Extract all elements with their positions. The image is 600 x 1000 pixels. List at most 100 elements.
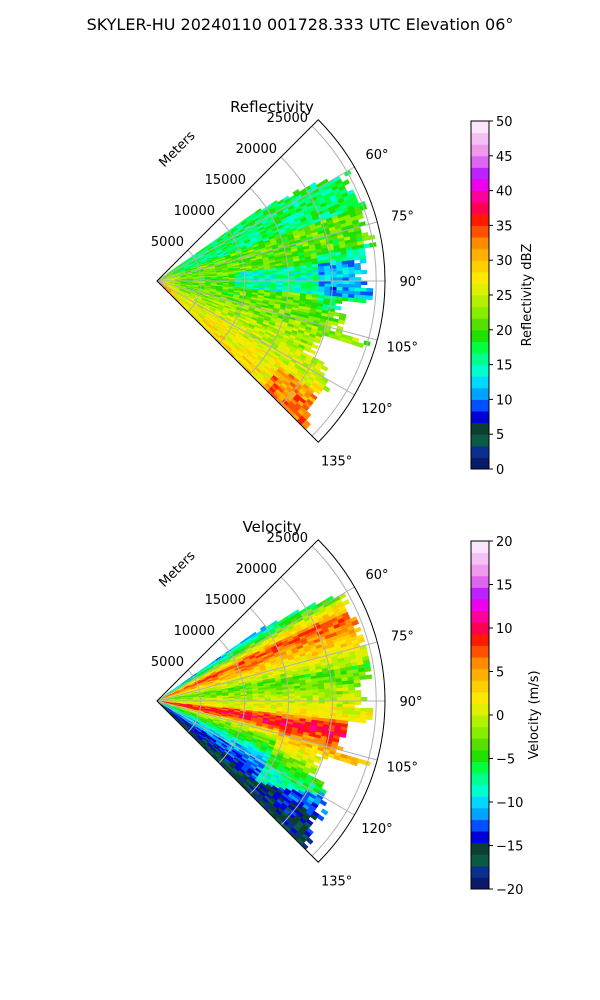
colorbar-swatch xyxy=(471,341,489,354)
colorbar-swatch xyxy=(471,202,489,215)
colorbar-swatch xyxy=(471,434,489,447)
range-tick-label: 15000 xyxy=(205,173,246,188)
radar-gate-cell xyxy=(334,305,342,311)
range-tick-label: 5000 xyxy=(151,235,184,250)
radar-gate-cell xyxy=(319,799,328,807)
radar-gate-cell xyxy=(313,338,321,344)
radar-gate-cell xyxy=(347,717,355,723)
radar-gate-cell xyxy=(336,274,344,279)
radar-gate-cell xyxy=(312,275,320,279)
radar-gate-cell xyxy=(353,682,361,688)
radar-gate-cell xyxy=(365,715,373,721)
range-tick-label: 25000 xyxy=(267,111,308,126)
radar-gate-cell xyxy=(318,694,326,699)
colorbar-swatch xyxy=(471,283,489,296)
radar-gate-cell xyxy=(360,697,368,702)
colorbar-swatch xyxy=(471,353,489,366)
radar-gate-cell xyxy=(342,273,350,279)
radar-gate-cell xyxy=(353,717,361,723)
radar-gate-cell xyxy=(348,700,356,705)
colorbar-swatch xyxy=(471,306,489,319)
radar-gate-cell xyxy=(336,283,344,288)
radar-gate-cell xyxy=(354,277,362,282)
radar-gate-cell xyxy=(308,348,317,355)
colorbar-swatch xyxy=(471,190,489,203)
radar-gate-cell xyxy=(348,284,356,289)
radar-gate-cell xyxy=(335,299,343,305)
radar-gate-cell xyxy=(312,695,320,699)
radar-gate-cell xyxy=(318,274,326,279)
colorbar-tick-label: 10 xyxy=(496,393,513,408)
radar-gate-cell xyxy=(333,311,341,317)
radar-gate-cell xyxy=(347,297,355,303)
radar-gate-cell xyxy=(342,703,350,709)
radar-gate-cell xyxy=(359,718,367,724)
colorbar-tick-label: 0 xyxy=(496,463,504,478)
radar-gate-cell xyxy=(348,693,356,698)
radar-gate-cell xyxy=(359,298,367,304)
radar-gate-cell xyxy=(342,700,350,705)
radar-gate-cell xyxy=(365,295,373,301)
colorbar-swatch xyxy=(471,179,489,192)
radar-gate-cell xyxy=(336,703,344,708)
radar-gate-cell xyxy=(342,277,350,282)
radar-gate-cell xyxy=(336,270,344,276)
radar-gate-cell xyxy=(324,691,332,696)
radar-gate-cell xyxy=(364,666,372,673)
colorbar-swatch xyxy=(471,318,489,331)
colorbar-swatch xyxy=(471,167,489,180)
radar-gate-cell xyxy=(353,255,361,261)
radar-gate-cell xyxy=(342,599,350,607)
radar-gate-cell xyxy=(337,319,346,325)
azimuth-tick-label: 90° xyxy=(399,275,422,290)
colorbar-swatch xyxy=(471,422,489,435)
colorbar-tick-label: 30 xyxy=(496,254,513,269)
colorbar-tick-label: 40 xyxy=(496,185,513,200)
azimuth-tick-label: 75° xyxy=(391,209,414,224)
radar-gate-cell xyxy=(336,694,344,699)
radar-gate-cell xyxy=(342,690,350,695)
radar-gate-cell xyxy=(356,342,364,349)
radar-gate-cell xyxy=(359,675,367,681)
colorbar-swatch xyxy=(471,155,489,168)
colorbar-swatch xyxy=(471,144,489,157)
radar-gate-cell xyxy=(348,277,356,282)
radar-gate-cell xyxy=(354,693,362,698)
radar-gate-cell xyxy=(324,271,332,276)
radar-gate-cell xyxy=(365,674,373,680)
radar-gate-cell xyxy=(354,697,362,702)
colorbar-swatch xyxy=(471,376,489,389)
colorbar-swatch xyxy=(471,260,489,273)
radar-gate-cell xyxy=(339,732,347,738)
radar-gate-cell xyxy=(342,280,350,285)
radar-gate-cell xyxy=(360,707,368,713)
colorbar-swatch xyxy=(471,445,489,458)
radar-gate-cell xyxy=(294,275,302,279)
azimuth-tick-label: 60° xyxy=(365,148,388,163)
reflectivity-radial-label: Meters xyxy=(157,128,199,170)
radar-gate-cell xyxy=(348,270,356,275)
colorbar-swatch xyxy=(471,248,489,261)
radar-gate-cell xyxy=(354,284,362,289)
radar-gate-cell xyxy=(342,283,350,289)
colorbar-swatch xyxy=(471,213,489,226)
radar-gate-cell xyxy=(359,258,367,264)
radar-gate-cell xyxy=(348,690,356,695)
radar-gate-cell xyxy=(354,280,362,285)
range-tick-label: 20000 xyxy=(236,142,277,157)
radar-gate-cell xyxy=(348,697,356,702)
colorbar-tick-label: 45 xyxy=(496,150,513,165)
radar-gate-cell xyxy=(348,273,356,278)
radar-gate-cell xyxy=(360,280,368,285)
radar-gate-cell xyxy=(353,626,362,634)
radar-gate-cell xyxy=(366,288,374,293)
azimuth-tick-label: 120° xyxy=(361,402,392,417)
radar-gate-cell xyxy=(324,694,332,699)
radar-gate-cell xyxy=(342,697,350,702)
radar-gate-cell xyxy=(342,270,350,275)
radar-gate-cell xyxy=(324,274,332,279)
radar-gate-cell xyxy=(336,690,344,696)
radar-gate-cell xyxy=(300,275,308,279)
